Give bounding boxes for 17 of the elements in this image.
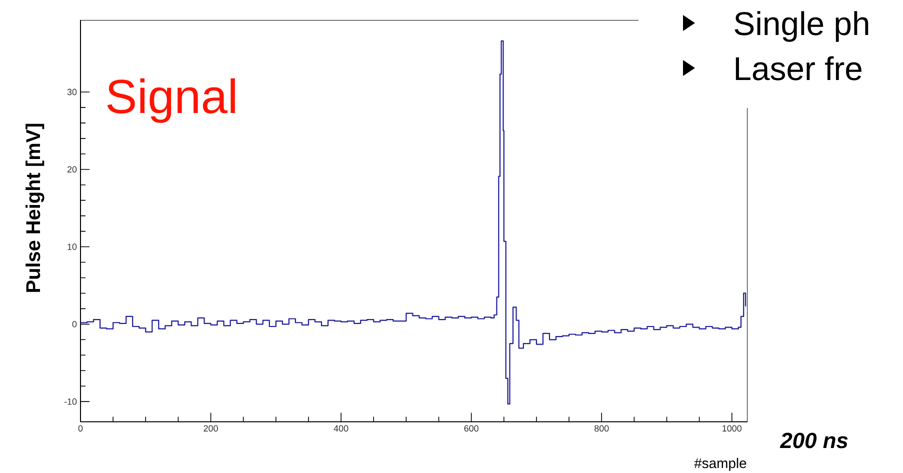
annotation: Laser fre <box>736 56 862 80</box>
text: 200 ns <box>780 432 848 448</box>
x-tick-label: 800 <box>594 425 609 432</box>
x-tick-label: 1000 <box>722 425 742 432</box>
x-tick-label: 200 <box>204 425 218 432</box>
y-tick-label: 0 <box>72 320 77 328</box>
y-axis-title: Pulse Height [mV] <box>26 124 44 292</box>
x-axis-title: #sample <box>694 458 746 471</box>
annotation: Single ph <box>734 11 868 42</box>
y-tick-label: 30 <box>67 88 77 96</box>
y-tick-label: 10 <box>68 244 77 250</box>
y-tick-label: -10 <box>64 398 77 405</box>
y-tick-label: 20 <box>67 166 77 173</box>
annotation: Signal <box>107 78 235 123</box>
x-tick-label: 600 <box>464 425 478 432</box>
x-tick-label: 400 <box>334 425 348 432</box>
x-tick-label: 0 <box>78 425 83 432</box>
